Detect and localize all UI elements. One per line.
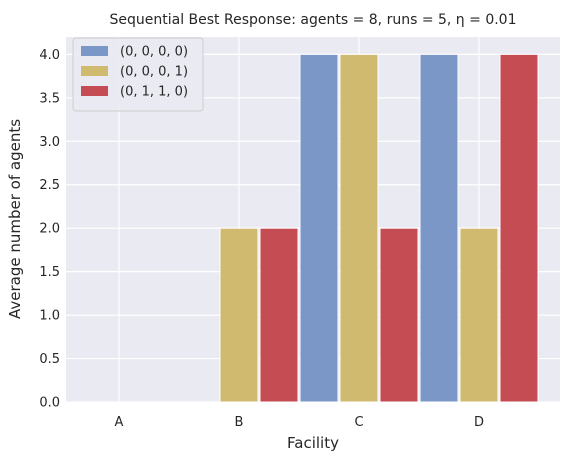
x-tick-labels: A B C D [115,415,484,430]
y-tick-label: 1.5 [39,265,60,280]
y-tick-label: 1.0 [39,309,60,324]
y-tick-label: 0.5 [39,352,60,367]
y-tick-label: 3.0 [39,135,60,150]
bar [339,53,379,403]
bar [459,227,499,403]
y-tick-label: 2.5 [39,178,60,193]
y-tick-label: 4.0 [39,48,60,63]
bars [219,53,539,403]
bar [299,53,339,403]
y-tick-label: 3.5 [39,91,60,106]
legend-label: (0, 0, 0, 0) [120,45,188,60]
bar [219,227,259,403]
y-tick-label: 2.0 [39,222,60,237]
bar [379,227,419,403]
legend-swatch [81,66,108,76]
bar [419,53,459,403]
legend-label: (0, 1, 1, 0) [120,85,188,100]
x-tick-label: C [354,415,363,430]
bar [259,227,299,403]
legend-swatch [81,86,108,96]
bar [499,53,539,403]
legend: (0, 0, 0, 0) (0, 0, 0, 1) (0, 1, 1, 0) [72,37,204,112]
x-tick-label: B [235,415,244,430]
x-tick-label: A [115,415,124,430]
x-axis-label: Facility [287,434,339,452]
legend-label: (0, 0, 0, 1) [120,65,188,80]
y-axis-label: Average number of agents [6,119,24,319]
y-tick-label: 0.0 [39,396,60,411]
y-tick-labels: 0.0 0.5 1.0 1.5 2.0 2.5 3.0 3.5 4.0 [39,48,60,411]
legend-swatch [81,46,108,56]
x-tick-label: D [474,415,484,430]
chart-title: Sequential Best Response: agents = 8, ru… [110,12,517,28]
